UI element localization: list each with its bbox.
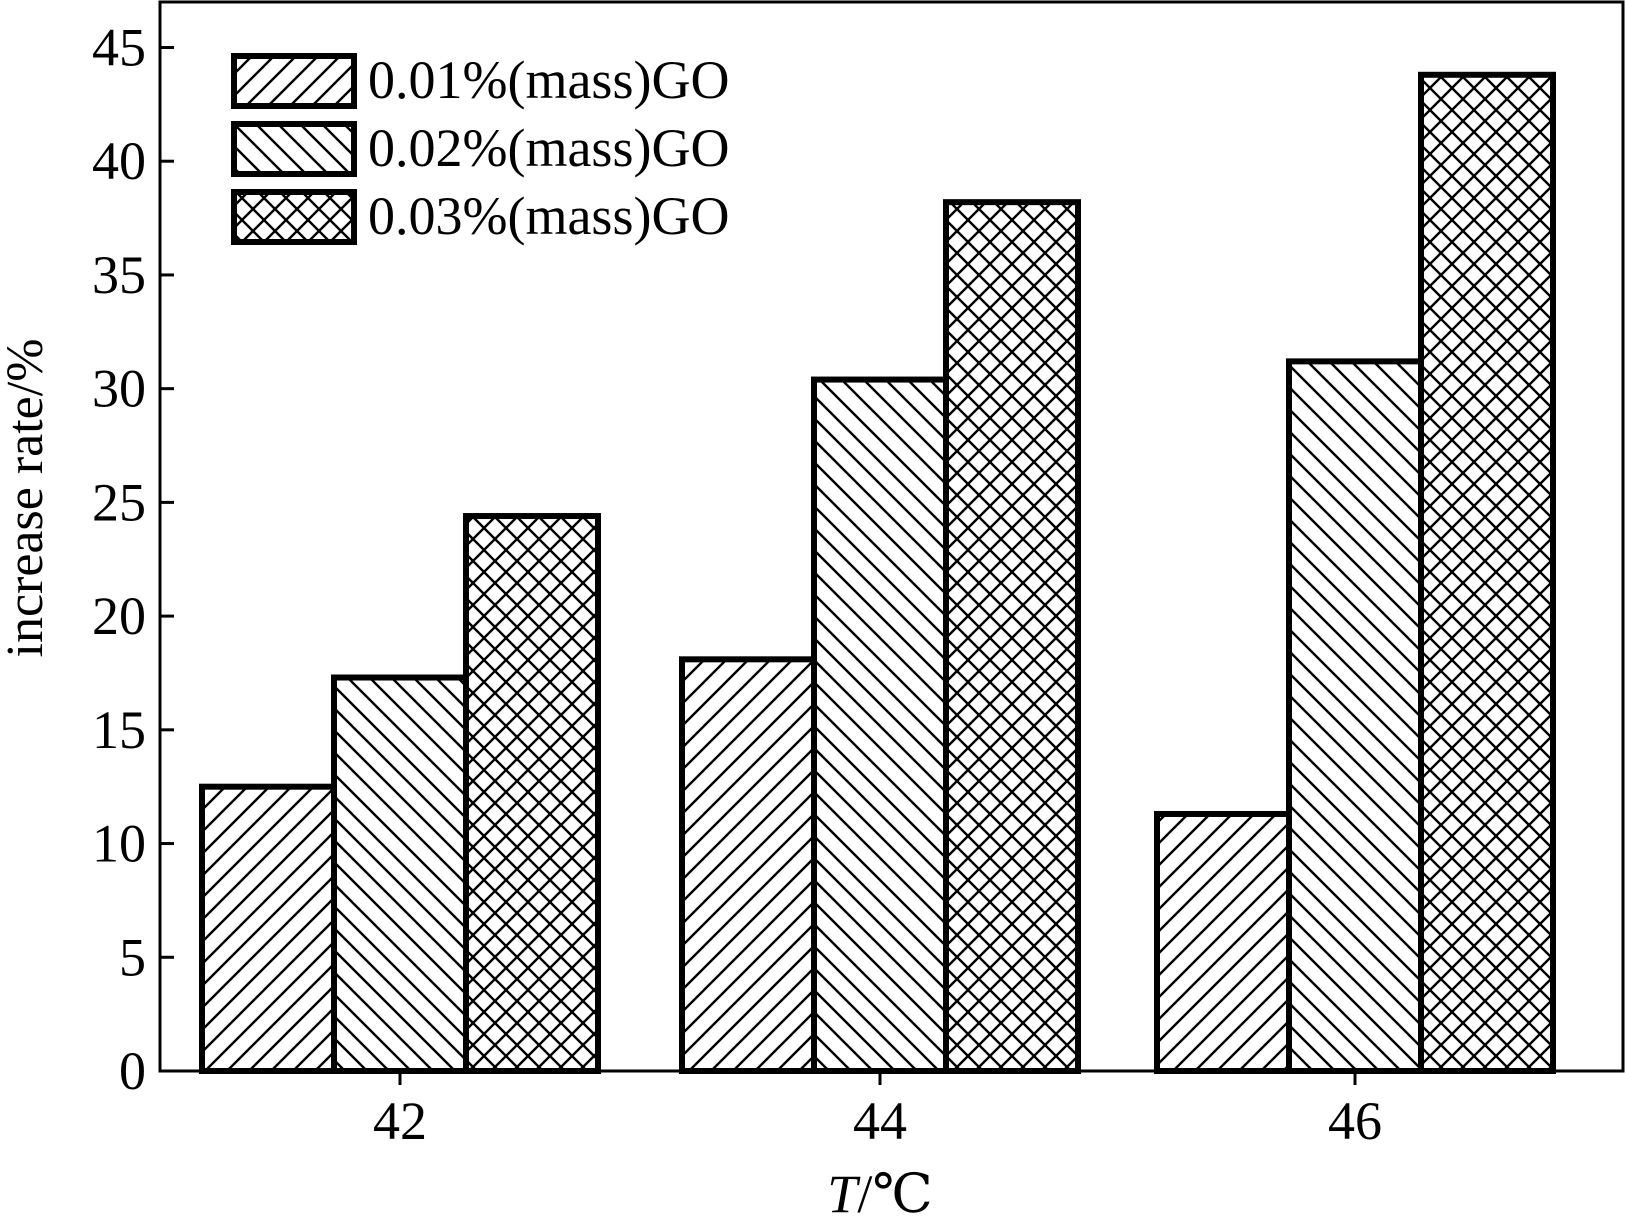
bar-46-series-2 (1286, 358, 1424, 1074)
y-tick-label-15: 15 (92, 700, 146, 760)
legend: 0.01%(mass)GO 0.02%(mass)GO 0.03%(mass)GO (231, 50, 729, 246)
bars-layer (199, 71, 1556, 1075)
x-tick-label-44: 44 (853, 1091, 907, 1151)
y-tick-label-10: 10 (92, 814, 146, 874)
bar-42-series-3 (463, 513, 601, 1074)
x-tick-label-46: 46 (1328, 1091, 1382, 1151)
axes-layer: 0 5 10 15 20 25 30 35 40 45 42 44 46 (92, 0, 1625, 1151)
plot-frame (158, 0, 1625, 1073)
y-tick-label-45: 45 (92, 17, 146, 77)
bar-44-series-1 (679, 656, 817, 1074)
y-tick-label-5: 5 (119, 927, 146, 987)
bar-46-series-1 (1154, 810, 1292, 1074)
legend-label-3: 0.03%(mass)GO (368, 186, 729, 246)
bar-46-series-3 (1418, 71, 1556, 1075)
x-axis-unit: /℃ (857, 1164, 932, 1218)
legend-swatch-2 (231, 121, 357, 177)
legend-label-1: 0.01%(mass)GO (368, 50, 729, 110)
y-tick-label-0: 0 (119, 1041, 146, 1101)
y-axis-title: increase rate/% (0, 338, 54, 657)
bar-42-series-2 (331, 674, 469, 1074)
y-tick-label-25: 25 (92, 472, 146, 532)
y-tick-label-40: 40 (92, 131, 146, 191)
x-axis-symbol: T (827, 1164, 861, 1218)
x-axis-title: T/℃ (827, 1164, 932, 1218)
y-tick-label-35: 35 (92, 245, 146, 305)
y-tick-label-30: 30 (92, 359, 146, 419)
legend-swatch-1 (231, 53, 357, 109)
x-tick-label-42: 42 (373, 1091, 427, 1151)
legend-label-2: 0.02%(mass)GO (368, 118, 729, 178)
bar-42-series-1 (199, 783, 337, 1074)
bar-44-series-2 (811, 376, 949, 1074)
bar-44-series-3 (943, 199, 1081, 1074)
y-tick-label-20: 20 (92, 586, 146, 646)
legend-swatch-3 (231, 189, 357, 245)
